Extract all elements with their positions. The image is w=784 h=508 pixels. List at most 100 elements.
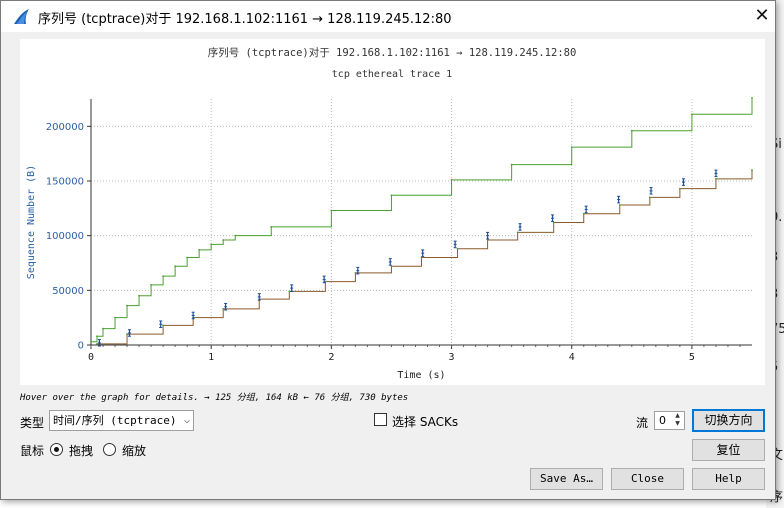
segment-burst: [224, 302, 228, 311]
drag-radio[interactable]: [50, 443, 63, 456]
y-tick-label: 150000: [46, 177, 84, 188]
x-tick-label: 1: [208, 352, 214, 363]
tcptrace-dialog: 序列号 (tcptrace)对于 192.168.1.102:1161 → 12…: [0, 0, 776, 500]
segment-burst: [714, 169, 718, 178]
y-tick-label: 50000: [52, 286, 84, 297]
segment-burst: [421, 249, 425, 257]
acked-point: [678, 187, 681, 190]
acked-point: [618, 204, 621, 206]
chevron-down-icon: ⌵: [183, 415, 190, 426]
segment-burst: [356, 266, 360, 275]
segment-burst: [584, 205, 588, 214]
select-sacks-label: 选择 SACKs: [392, 415, 459, 429]
receive-window-point: [630, 129, 633, 132]
acked-point: [324, 280, 327, 283]
segment-burst: [290, 284, 294, 292]
stream-label: 流: [636, 416, 649, 430]
segment-burst: [617, 195, 621, 204]
segment-burst: [681, 178, 685, 186]
close-button[interactable]: Close: [611, 468, 684, 490]
receive-window-point: [270, 226, 273, 228]
receive-window-point: [96, 335, 98, 338]
receive-window-point: [570, 146, 573, 149]
segment-burst: [453, 240, 457, 249]
x-tick-label: 2: [328, 352, 334, 363]
sequence-graph[interactable]: 序列号 (tcptrace)对于 192.168.1.102:1161 → 12…: [20, 39, 765, 385]
zoom-radio[interactable]: [103, 443, 116, 456]
acked-point: [96, 343, 98, 345]
y-axis-label: Sequence Number (B): [26, 165, 37, 279]
receive-window-point: [162, 275, 165, 278]
receive-window-point: [222, 239, 225, 241]
reset-button[interactable]: 复位: [692, 439, 765, 461]
y-tick-label: 100000: [46, 231, 84, 242]
acked-line: [97, 170, 753, 345]
receive-window-point: [210, 243, 213, 246]
select-sacks-checkbox[interactable]: [374, 413, 387, 426]
acked-point: [420, 256, 423, 259]
x-tick-label: 3: [449, 352, 455, 363]
receive-window-point: [114, 316, 116, 319]
receive-window-point: [510, 163, 513, 166]
acked-point: [126, 333, 128, 335]
hover-hint: Hover over the graph for details. → 125 …: [20, 393, 409, 403]
receive-window-point: [174, 265, 177, 268]
segment-burst: [322, 275, 326, 284]
x-tick-label: 4: [569, 352, 575, 363]
close-icon[interactable]: ✕: [754, 5, 770, 26]
receive-window-point: [90, 340, 92, 343]
acked-point: [486, 239, 489, 241]
acked-point: [516, 231, 519, 234]
acked-point: [222, 308, 225, 310]
acked-point: [354, 271, 357, 274]
chart-title: 序列号 (tcptrace)对于 192.168.1.102:1161 → 12…: [208, 46, 577, 59]
receive-window-point: [330, 209, 333, 212]
y-tick-label: 200000: [46, 122, 84, 133]
acked-point: [390, 265, 393, 268]
type-label: 类型: [20, 416, 45, 430]
switch-direction-button[interactable]: 切换方向: [692, 409, 765, 432]
segment-burst: [518, 223, 522, 231]
x-axis-label: Time (s): [397, 370, 445, 381]
segment-burst: [257, 293, 261, 301]
stream-spinbox[interactable]: 0 ▲ ▼: [654, 411, 685, 430]
spin-down-icon[interactable]: ▼: [675, 420, 680, 427]
save-as-button[interactable]: Save As…: [530, 468, 603, 490]
title-bar[interactable]: 序列号 (tcptrace)对于 192.168.1.102:1161 → 12…: [1, 1, 775, 32]
acked-point: [552, 221, 555, 224]
receive-window-point: [186, 256, 189, 259]
receive-window-point: [138, 294, 140, 297]
receive-window-point: [150, 283, 152, 286]
segment-burst: [550, 214, 554, 222]
segment-burst: [159, 320, 163, 329]
graph-type-select[interactable]: 时间/序列 (tcptrace) ⌵: [49, 410, 194, 431]
graph-type-value: 时间/序列 (tcptrace): [53, 414, 177, 427]
segment-burst: [486, 231, 490, 240]
acked-point: [582, 212, 585, 215]
chart-subtitle: tcp ethereal trace 1: [332, 69, 452, 80]
spin-up-icon[interactable]: ▲: [675, 412, 680, 419]
receive-window-point: [198, 248, 201, 251]
segment-burst: [388, 258, 392, 266]
receive-window-point: [751, 97, 753, 99]
x-tick-label: 5: [689, 352, 695, 363]
x-tick-label: 0: [88, 352, 94, 363]
receive-window-line: [91, 97, 753, 343]
drag-label: 拖拽: [69, 444, 94, 458]
receive-window-point: [691, 113, 693, 116]
help-button[interactable]: Help: [692, 468, 765, 490]
receive-window-point: [126, 304, 128, 307]
segment-burst: [649, 187, 653, 195]
acked-point: [715, 177, 717, 180]
y-tick-label: 0: [78, 341, 84, 352]
acked-point: [162, 324, 165, 327]
receive-window-point: [234, 234, 237, 237]
stream-value: 0: [659, 414, 666, 427]
acked-point: [288, 290, 291, 293]
segment-burst: [97, 339, 101, 347]
wireshark-fin-icon: [14, 9, 29, 24]
acked-point: [648, 196, 651, 199]
receive-window-point: [102, 327, 104, 330]
segment-burst: [127, 329, 131, 337]
window-title: 序列号 (tcptrace)对于 192.168.1.102:1161 → 12…: [38, 12, 452, 27]
